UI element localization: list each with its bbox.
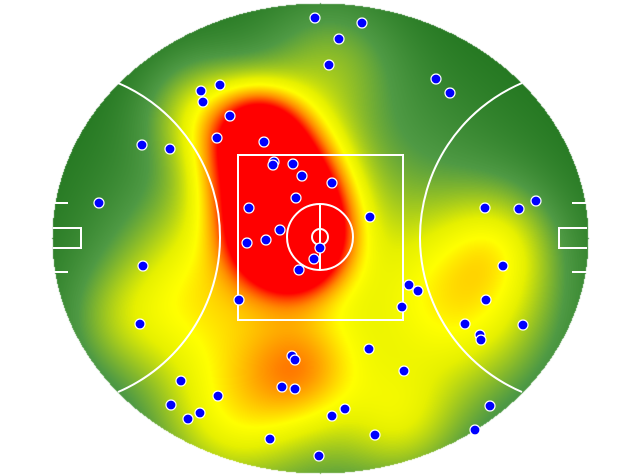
event-point [475, 334, 487, 346]
event-point [290, 192, 302, 204]
event-point [369, 429, 381, 441]
left-goal-square [53, 227, 82, 249]
event-point [175, 375, 187, 387]
event-point [484, 400, 496, 412]
event-point [396, 301, 408, 313]
event-point [313, 450, 325, 462]
event-point [430, 73, 442, 85]
event-point [356, 17, 368, 29]
event-point [197, 96, 209, 108]
event-point [398, 365, 410, 377]
right-goal-square [558, 227, 587, 249]
event-point [289, 383, 301, 395]
event-point [276, 381, 288, 393]
event-point [363, 343, 375, 355]
event-point [211, 132, 223, 144]
event-point [164, 143, 176, 155]
event-point [267, 159, 279, 171]
event-point [333, 33, 345, 45]
event-points [93, 12, 542, 462]
event-point [314, 242, 326, 254]
event-point [241, 237, 253, 249]
event-point [480, 294, 492, 306]
event-point [497, 260, 509, 272]
event-point [444, 87, 456, 99]
event-point [339, 403, 351, 415]
event-point [212, 390, 224, 402]
event-point [243, 202, 255, 214]
event-point [308, 253, 320, 265]
event-point [214, 79, 226, 91]
event-point [224, 110, 236, 122]
event-point [264, 433, 276, 445]
event-point [195, 85, 207, 97]
event-point [258, 136, 270, 148]
event-point [233, 294, 245, 306]
event-point [517, 319, 529, 331]
event-point [469, 424, 481, 436]
centre-square [237, 154, 404, 321]
event-point [513, 203, 525, 215]
event-point [260, 234, 272, 246]
event-point [326, 410, 338, 422]
event-point [136, 139, 148, 151]
event-point [403, 279, 415, 291]
event-point [194, 407, 206, 419]
event-point [479, 202, 491, 214]
event-point [412, 285, 424, 297]
event-point [293, 264, 305, 276]
event-point [323, 59, 335, 71]
event-point [309, 12, 321, 24]
left-50m-arc [117, 82, 221, 393]
event-point [364, 211, 376, 223]
event-point [274, 224, 286, 236]
event-point [182, 413, 194, 425]
event-point [134, 318, 146, 330]
event-point [326, 177, 338, 189]
event-point [459, 318, 471, 330]
event-point [289, 354, 301, 366]
event-point [93, 197, 105, 209]
event-point [296, 170, 308, 182]
event-point [137, 260, 149, 272]
event-point [287, 158, 299, 170]
event-point [530, 195, 542, 207]
right-50m-arc [419, 82, 523, 393]
event-point [165, 399, 177, 411]
